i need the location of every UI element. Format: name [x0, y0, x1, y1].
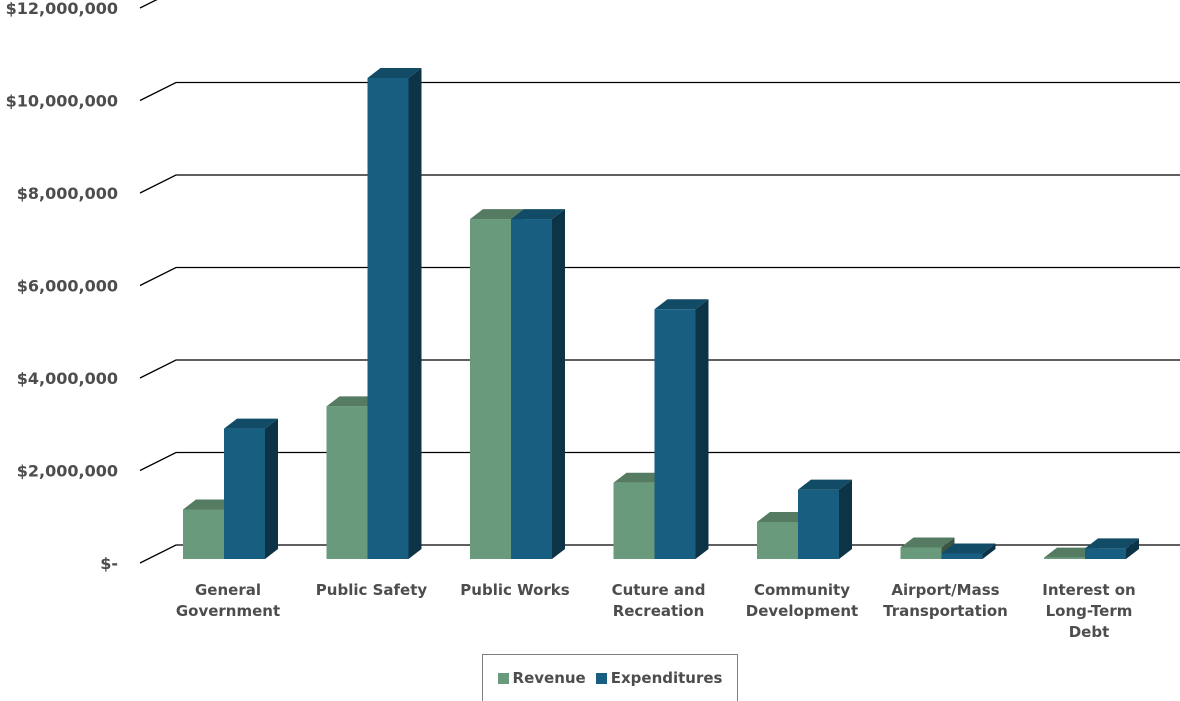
bar-revenue [1044, 557, 1085, 559]
bars [183, 68, 1139, 559]
bar-side-expenditures [695, 299, 709, 559]
gridline [139, 174, 1180, 194]
y-tick-label: $8,000,000 [17, 184, 118, 203]
gridline [139, 266, 1180, 287]
bar-top-expenditures [798, 479, 852, 490]
bar-top-revenue [900, 537, 955, 548]
bar-top-expenditures [511, 209, 565, 220]
bar-revenue [900, 547, 942, 559]
gridline [139, 81, 1180, 102]
gridline [139, 451, 1180, 472]
category-label: Cuture and Recreation [612, 581, 706, 620]
bar-revenue [757, 522, 798, 559]
bar-side-expenditures [552, 209, 565, 559]
bar-top-revenue [470, 209, 524, 220]
y-tick-label: $4,000,000 [17, 369, 118, 388]
legend: Revenue Expenditures [482, 654, 738, 701]
y-tick-label: $12,000,000 [6, 0, 118, 18]
gridline [139, 0, 158, 9]
legend-item-revenue: Revenue [497, 669, 586, 687]
gridline [139, 359, 1180, 379]
bar-top-revenue [1044, 547, 1098, 558]
bar-expenditures [511, 219, 552, 559]
bar-top-revenue [326, 396, 381, 407]
bar-top-revenue [183, 499, 237, 510]
bar-expenditures [367, 78, 409, 559]
y-axis-ticks: $- $2,000,000 $4,000,000 $6,000,000 $8,000,0… [6, 0, 118, 573]
y-tick-label: $- [100, 554, 118, 573]
category-label: Airport/Mass Transportation [883, 581, 1008, 620]
bar-expenditures [798, 489, 839, 559]
bar-side-expenditures [1126, 538, 1139, 559]
bar-top-revenue [757, 512, 811, 522]
bar-revenue [470, 219, 511, 559]
bar-revenue [326, 406, 368, 559]
bar-expenditures [224, 428, 265, 559]
x-axis-labels: General Government Public Safety Public Wor… [176, 581, 1136, 641]
bar-chart: $- $2,000,000 $4,000,000 $6,000,000 $8,000,0… [6, 0, 1180, 641]
bar-side-expenditures [982, 543, 996, 559]
category-label: Public Safety [316, 581, 428, 599]
category-label: General Government [176, 581, 280, 620]
bar-top-revenue [613, 472, 668, 483]
bar-top-expenditures [941, 543, 996, 554]
category-label: Community Development [746, 581, 858, 620]
bar-side-expenditures [408, 68, 422, 559]
category-label: Interest on Long-Term Debt [1042, 581, 1135, 641]
legend-swatch-expenditures [595, 672, 607, 684]
bar-side-expenditures [839, 479, 852, 559]
y-tick-label: $2,000,000 [17, 462, 118, 481]
bar-top-expenditures [654, 299, 709, 310]
legend-item-expenditures: Expenditures [595, 669, 723, 687]
bar-top-expenditures [367, 68, 422, 78]
bar-revenue [613, 482, 655, 559]
legend-label-expenditures: Expenditures [610, 669, 723, 687]
y-tick-label: $6,000,000 [17, 277, 118, 296]
legend-label-revenue: Revenue [512, 669, 586, 687]
category-label: Public Works [460, 581, 569, 599]
bar-expenditures [941, 553, 983, 559]
bar-expenditures [654, 309, 696, 559]
bar-top-expenditures [1085, 538, 1139, 549]
bar-side-expenditures [265, 418, 278, 559]
y-tick-label: $10,000,000 [6, 92, 118, 111]
legend-swatch-revenue [497, 672, 509, 684]
bar-top-expenditures [224, 418, 278, 429]
bar-revenue [183, 509, 224, 559]
bar-expenditures [1085, 548, 1126, 559]
